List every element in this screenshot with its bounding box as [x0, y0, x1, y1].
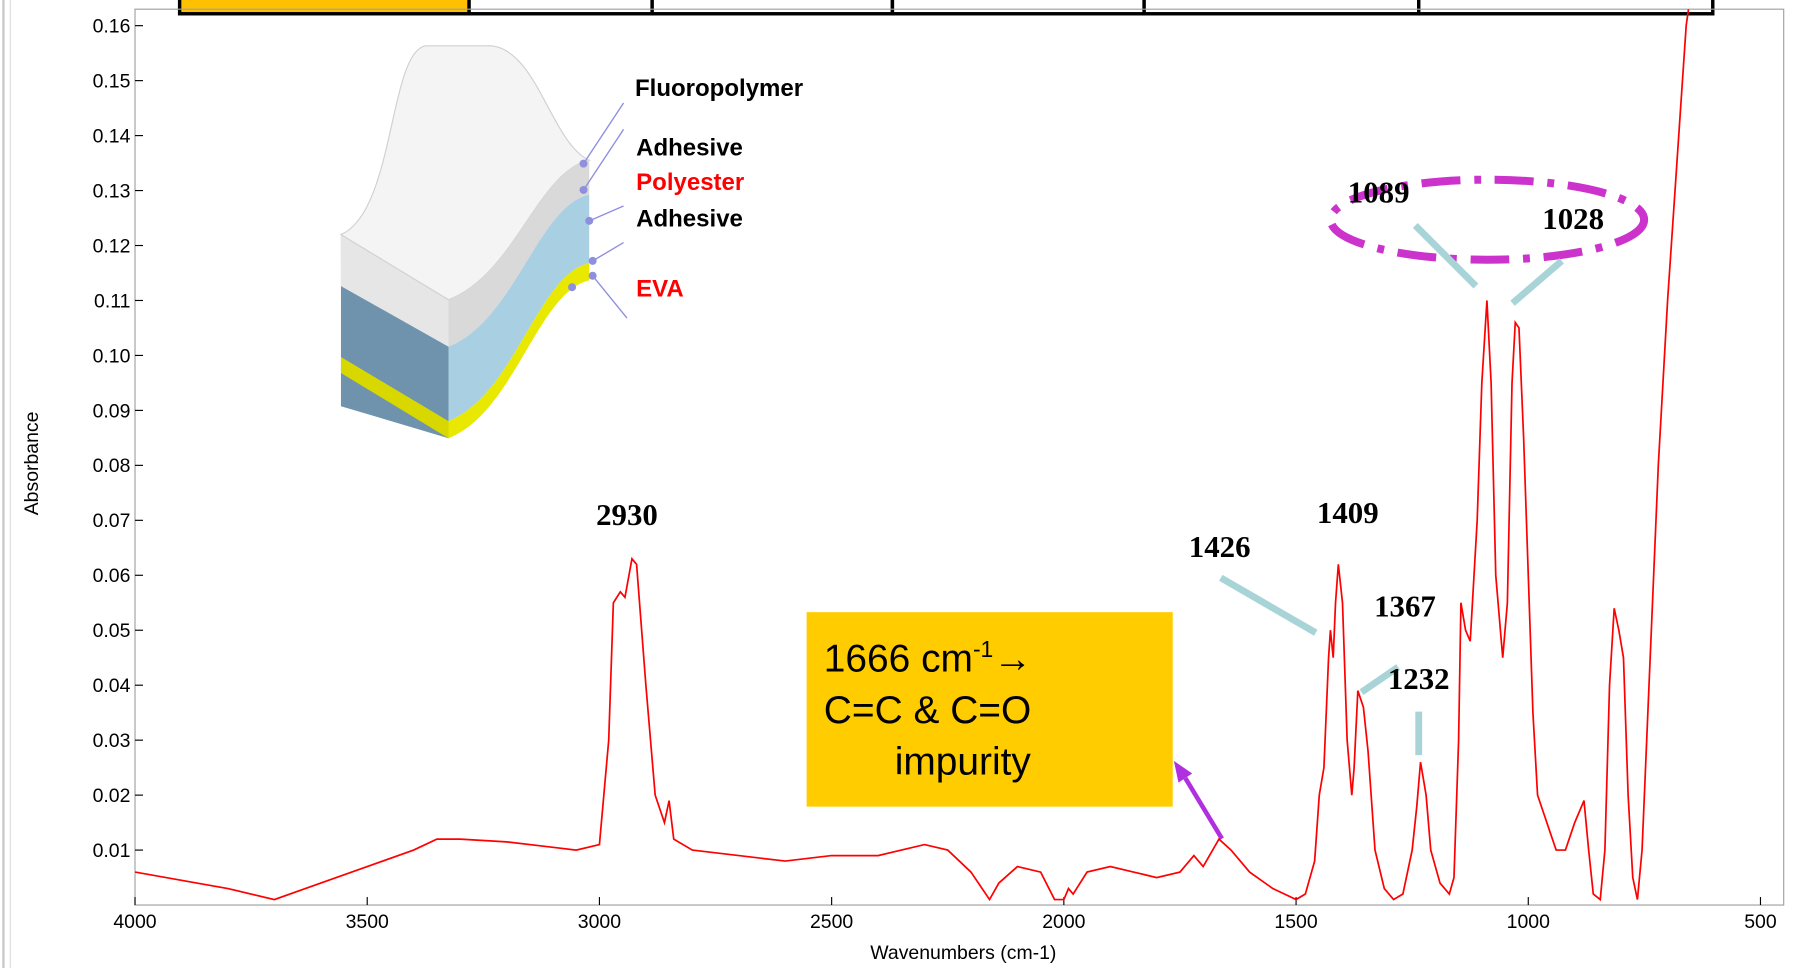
callout-text: C=C & C=O [824, 689, 1031, 732]
layer-label: Adhesive [636, 206, 743, 233]
y-tick-label: 0.13 [93, 180, 131, 202]
y-axis-title: Absorbance [21, 412, 43, 516]
layer-label: Adhesive [636, 135, 743, 162]
layer-label: Polyester [636, 169, 744, 196]
y-tick-label: 0.06 [93, 565, 131, 587]
callout-text: impurity [895, 741, 1032, 784]
x-tick-label: 1000 [1507, 911, 1550, 933]
peak-label: 1028 [1542, 201, 1604, 236]
callout-text: 1666 cm [824, 638, 973, 681]
y-tick-label: 0.01 [93, 840, 131, 862]
peak-label: 1232 [1388, 661, 1450, 696]
callout-arrow: → [993, 638, 1032, 681]
layer-illustration [339, 45, 628, 439]
callout-box [806, 612, 1173, 807]
y-tick-label: 0.03 [93, 730, 131, 752]
x-tick-label: 500 [1744, 911, 1777, 933]
x-tick-label: 2000 [1042, 911, 1085, 933]
x-tick-label: 2500 [810, 911, 853, 933]
x-axis-title: Wavenumbers (cm-1) [870, 942, 1056, 964]
y-tick-label: 0.15 [93, 70, 131, 92]
y-tick-label: 0.09 [93, 400, 131, 422]
peak-label: 1089 [1348, 175, 1410, 210]
x-tick-label: 3500 [346, 911, 389, 933]
y-tick-label: 0.07 [93, 510, 131, 532]
callout-superscript: -1 [973, 636, 993, 662]
peak-label: 1367 [1374, 589, 1436, 624]
tab-row [177, 0, 1715, 16]
peak-label: 2930 [596, 497, 658, 532]
y-tick-label: 0.02 [93, 785, 131, 807]
y-tick-label: 0.08 [93, 455, 131, 477]
peak-label: 1426 [1189, 529, 1251, 564]
highlight-ellipse [1326, 175, 1649, 264]
spectrum-line [135, 9, 1690, 902]
leader-lines [1219, 222, 1564, 756]
y-tick-label: 0.10 [93, 345, 131, 367]
callout-text: 1666 cm-1→ [824, 636, 1032, 681]
y-tick-label: 0.12 [93, 235, 131, 257]
callout-arrow [1173, 760, 1224, 840]
x-tick-label: 1500 [1274, 911, 1317, 933]
y-tick-label: 0.16 [93, 16, 131, 38]
y-tick-label: 0.11 [94, 290, 130, 312]
y-tick-label: 0.05 [93, 620, 131, 642]
plot-area [134, 8, 1785, 906]
y-tick-label: 0.14 [93, 125, 131, 147]
layer-label: Fluoropolymer [635, 75, 803, 102]
layer-label: EVA [636, 275, 684, 302]
x-tick-label: 4000 [113, 911, 156, 933]
x-tick-label: 3000 [578, 911, 621, 933]
peak-label: 1409 [1317, 495, 1379, 530]
y-tick-label: 0.04 [93, 675, 131, 697]
